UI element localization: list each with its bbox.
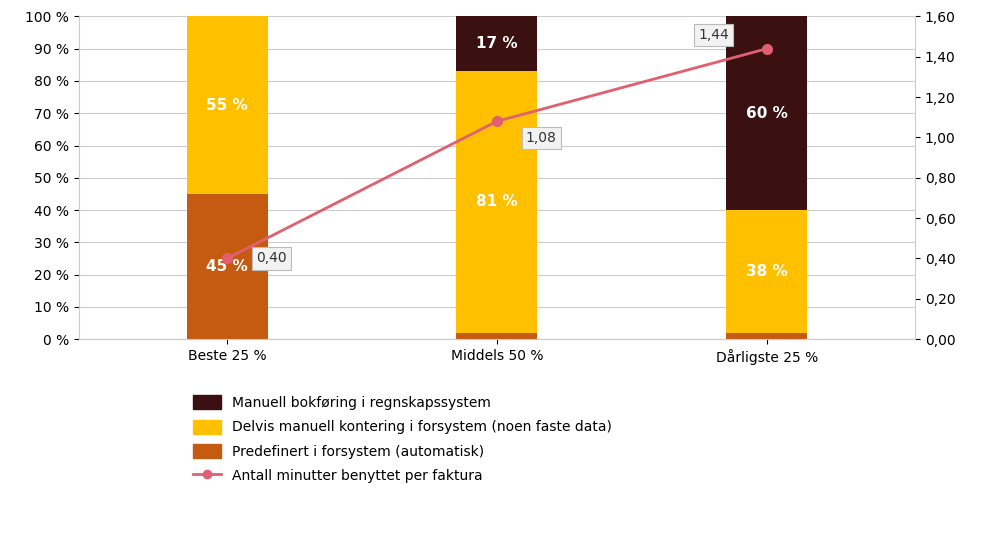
Text: 1,44: 1,44 — [699, 28, 729, 42]
Text: 1,08: 1,08 — [525, 131, 557, 145]
Bar — [187, 194, 268, 339]
Text: 55 %: 55 % — [207, 98, 248, 113]
Bar — [726, 16, 807, 210]
Text: 45 %: 45 % — [207, 259, 248, 274]
Text: 17 %: 17 % — [476, 36, 518, 51]
Bar — [726, 333, 807, 339]
Bar — [457, 16, 537, 71]
Text: 38 %: 38 % — [746, 264, 787, 279]
Bar — [726, 210, 807, 333]
Text: 81 %: 81 % — [476, 195, 518, 210]
Legend: Manuell bokføring i regnskapssystem, Delvis manuell kontering i forsystem (noen : Manuell bokføring i regnskapssystem, Del… — [186, 388, 619, 490]
Text: 60 %: 60 % — [746, 106, 787, 121]
Text: 0,40: 0,40 — [256, 252, 287, 265]
Bar — [457, 71, 537, 333]
Bar — [187, 16, 268, 194]
Bar — [457, 333, 537, 339]
